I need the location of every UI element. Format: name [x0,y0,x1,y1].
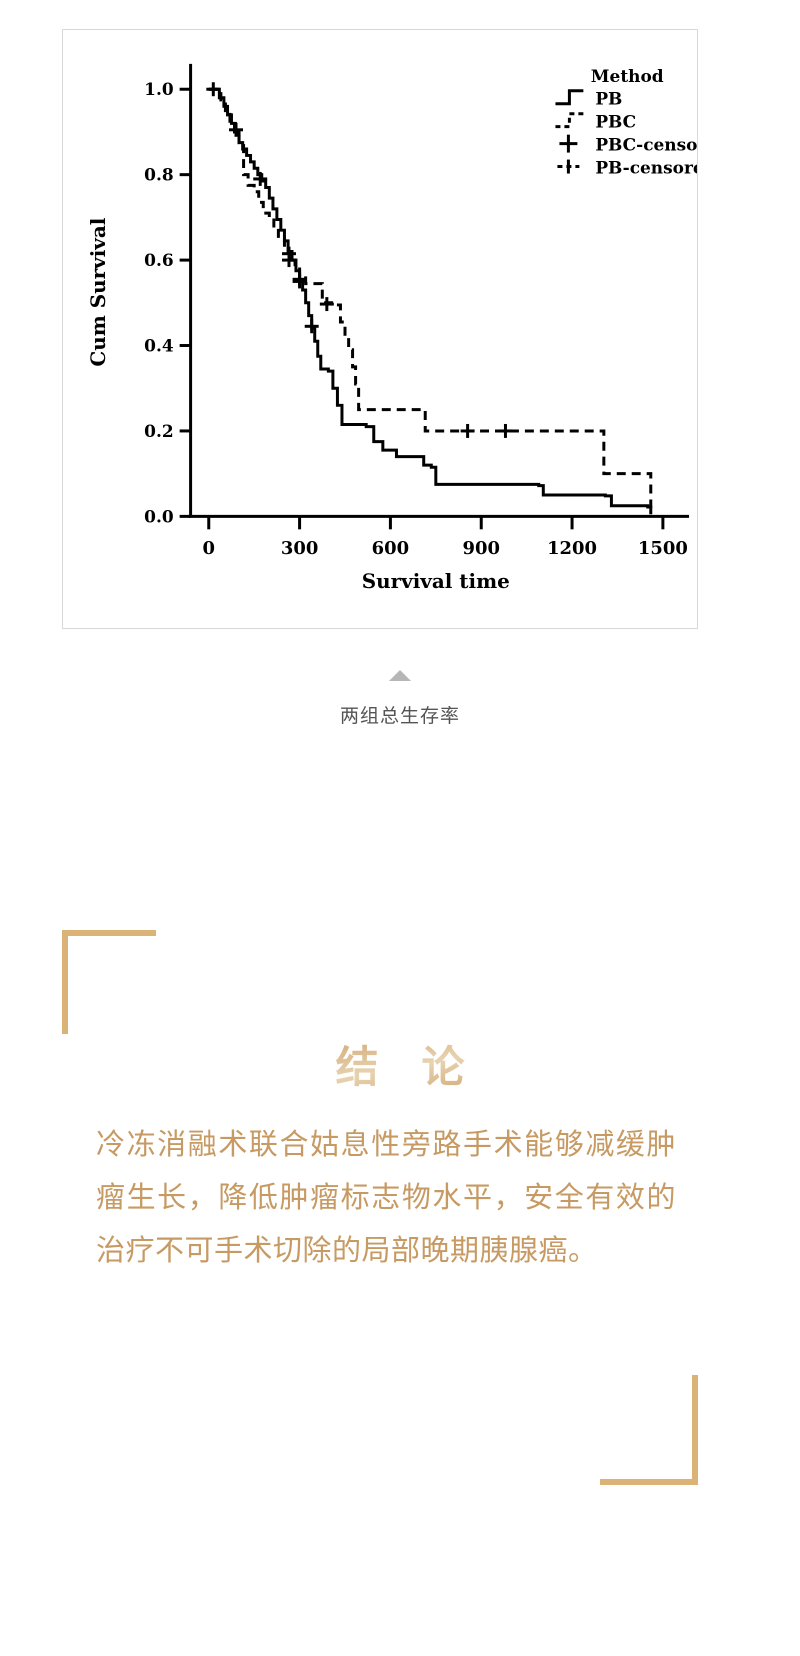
kaplan-meier-chart: 0.0 0.2 0.4 0.6 0.8 1.0 0 300 600 900 1200 1500 Surv… [63,30,697,628]
legend-label-0: PB [595,89,622,109]
y-tick-label: 1.0 [144,79,173,99]
legend-title: Method [591,66,664,86]
y-tick-label: 0.8 [144,165,173,185]
series-line-pbc [208,87,653,515]
legend-label-2: PBC-censored [595,135,697,155]
decorative-bracket-bottom-right [600,1375,698,1485]
legend-label-3: PB-censored [595,158,697,178]
y-tick-label: 0.0 [144,506,173,526]
conclusion-body-text: 冷冻消融术联合姑息性旁路手术能够减缓肿瘤生长，降低肿瘤标志物水平，安全有效的治疗… [96,1127,676,1267]
x-tick-label: 600 [372,538,409,559]
x-tick-label: 1500 [638,538,688,559]
y-tick-label: 0.2 [144,421,173,441]
survival-figure-panel: 0.0 0.2 0.4 0.6 0.8 1.0 0 300 600 900 1200 1500 Surv… [62,29,698,629]
legend-swatch-solid-step [555,89,584,106]
triangle-up-icon [389,670,411,681]
x-axis-title: Survival time [362,569,510,593]
figure-caption-block: 两组总生存率 [0,670,800,728]
decorative-bracket-top-left [62,930,156,1034]
legend-label-1: PBC [595,112,636,132]
y-tick-label: 0.6 [144,250,173,270]
x-tick-label: 0 [203,538,215,559]
y-axis-title: Cum Survival [86,217,110,366]
x-tick-label: 1200 [547,538,597,559]
legend-swatch-dashed-step [555,112,584,129]
conclusion-title: 结 论 [0,1033,800,1095]
x-tick-label: 900 [463,538,500,559]
x-tick-label: 300 [281,538,318,559]
chart-plot-area: 0.0 0.2 0.4 0.6 0.8 1.0 0 300 600 900 1200 1500 Surv… [86,63,697,593]
figure-caption-text: 两组总生存率 [339,705,460,727]
series-line-pb [208,87,653,515]
y-tick-label: 0.4 [144,335,174,355]
